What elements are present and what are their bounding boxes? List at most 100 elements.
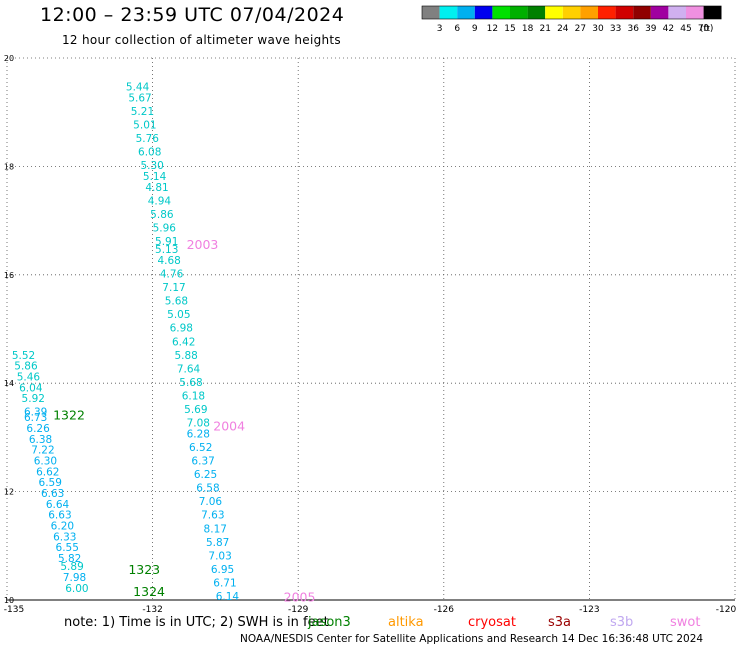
swh-point-label: 6.58 [196,483,219,495]
satellite-legend-s3a: s3a [548,615,571,630]
swh-point-label: 5.69 [184,404,207,416]
colorbar-label: 30 [592,24,604,34]
swh-point-label: 5.52 [12,350,35,362]
swh-point-label: 6.59 [39,477,62,489]
swh-point-label: 6.38 [29,434,52,446]
swh-point-label: 6.98 [170,323,193,335]
y-tick-label: 16 [4,271,14,280]
colorbar-swatch [686,6,704,19]
swh-point-label: 5.05 [167,309,190,321]
time-labels: 2003 2004 2005 1322 1323 1324 [53,237,315,604]
colorbar-swatch [527,6,546,19]
swh-point-label: 6.39 [24,407,47,419]
x-tick-label: -132 [142,605,162,615]
colorbar-unit: (ft) [700,24,714,34]
colorbar-swatch [580,6,598,19]
swh-point-label: 5.86 [150,209,174,221]
swh-point-label: 7.98 [63,572,86,584]
y-tick-label: 14 [4,379,14,388]
swh-point-label: 5.68 [165,296,188,308]
swh-point-label: 5.44 [126,82,150,94]
page-title: 12:00 – 23:59 UTC 07/04/2024 [40,4,345,26]
footer-credit: NOAA/NESDIS Center for Satellite Applica… [240,633,704,645]
colorbar-frame [421,5,722,20]
swh-point-label: 6.28 [187,428,210,440]
swh-point-label: 4.94 [148,195,172,207]
colorbar-swatch [598,6,616,19]
colorbar-label: 21 [539,24,550,34]
y-tick-label: 18 [4,162,14,171]
swh-point-label: 6.52 [189,442,212,454]
colorbar-swatch [510,6,528,19]
swh-point-label: 7.64 [177,363,201,375]
swh-point-label: 6.33 [53,531,76,543]
colorbar-label: 3 [437,24,443,34]
y-tick-label: 10 [4,596,14,605]
swh-point-label: 6.18 [182,390,205,402]
colorbar-swatch [457,6,475,19]
swh-point-label: 6.04 [19,382,43,394]
pass-time-label: 1324 [133,584,165,599]
note-text: note: 1) Time is in UTC; 2) SWH is in fe… [64,615,329,630]
swh-point-label: 5.87 [206,537,229,549]
colorbar-label: 42 [663,24,674,34]
swh-point-label: 6.62 [36,466,59,478]
page-subtitle: 12 hour collection of altimeter wave hei… [62,33,341,47]
swh-point-label: 5.91 [155,236,178,248]
pass-time-label: 2003 [187,237,219,252]
colorbar-swatch [562,6,581,19]
swh-point-label: 6.37 [191,456,214,468]
colorbar-label: 18 [522,24,534,34]
swh-point-label: 5.82 [58,553,81,565]
colorbar-label: 15 [504,24,515,34]
colorbar-label: 9 [472,24,478,34]
colorbar-swatch [668,6,686,19]
x-tick-label: -123 [579,605,599,615]
colorbar-swatch [703,6,722,19]
colorbar-label: 39 [645,24,657,34]
colorbar-label: 33 [610,24,621,34]
swh-point-label: 6.63 [48,510,71,522]
colorbar-swatch [422,6,440,19]
colorbar-swatch [545,6,563,19]
swh-point-label: 5.92 [22,393,45,405]
colorbar-label: 27 [575,24,586,34]
satellite-legend-altika: altika [388,615,424,630]
swh-point-label: 6.20 [51,521,74,533]
swh-point-label: 6.73 [24,412,47,424]
swh-point-label: 7.08 [187,418,210,430]
swh-point-label: 6.55 [56,542,79,554]
y-tick-label: 20 [4,54,14,63]
swh-point-label: 6.00 [65,583,88,595]
swh-point-label: 5.76 [136,133,160,145]
data-points: 5.445.67 5.215.01 5.76 6.085.305.144.814.94… [12,82,240,603]
colorbar-label: 36 [627,24,639,34]
swh-point-label: 6.26 [26,423,50,435]
colorbar-label: 6 [454,24,460,34]
chart-axes: -135 -132 -129 -126 -123 -120 10 12 14 16 18 20 [4,54,737,615]
swh-point-label: 6.14 [216,591,240,603]
satellite-legend-cryosat: cryosat [468,615,516,630]
y-tick-label: 12 [4,488,14,497]
swh-point-label: 6.95 [211,564,234,576]
swh-point-label: 6.30 [34,456,57,468]
swh-point-label: 4.68 [157,255,180,267]
swh-point-label: 6.08 [138,147,161,159]
swh-point-label: 5.96 [153,222,177,234]
colorbar-swatch [492,6,510,19]
x-tick-label: -126 [434,605,455,615]
colorbar-label: 70 [698,24,710,34]
swh-point-label: 6.63 [41,488,64,500]
swh-point-label: 6.42 [172,336,195,348]
swh-point-label: 7.06 [199,496,223,508]
swh-point-label: 5.88 [174,350,197,362]
swh-point-label: 5.89 [60,561,83,573]
swh-point-label: 5.68 [179,377,202,389]
swh-point-label: 5.13 [155,244,178,256]
colorbar-label: 12 [487,24,498,34]
colorbar-swatch [439,6,458,19]
swh-point-label: 7.17 [162,282,185,294]
x-tick-label: -120 [716,605,737,615]
swh-point-label: 5.46 [17,371,41,383]
